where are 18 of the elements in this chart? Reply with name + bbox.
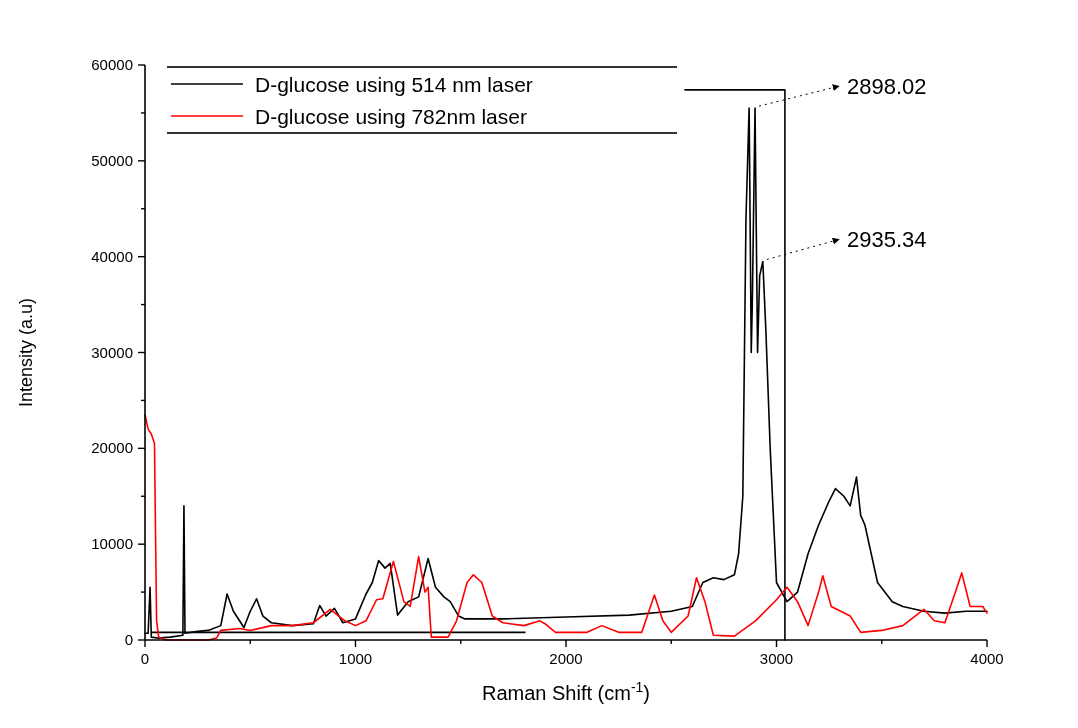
legend-label: D-glucose using 514 nm laser <box>255 73 533 96</box>
x-tick-label: 3000 <box>759 650 794 667</box>
y-tick-label: 0 <box>124 631 133 648</box>
x-axis-title: Raman Shift (cm$^{-1}$) <box>481 679 651 704</box>
annotation: 2898.02 <box>847 74 927 100</box>
y-tick-label: 30000 <box>91 343 133 361</box>
y-tick-label: 40000 <box>91 247 133 265</box>
annotation: 2935.34 <box>847 227 927 253</box>
x-tick-label: 4000 <box>970 650 1004 667</box>
legend-label: D-glucose using 782nm laser <box>255 105 527 128</box>
y-tick-label: 50000 <box>91 151 133 169</box>
y-tick-label: 20000 <box>91 439 133 457</box>
x-tick-label: 2000 <box>549 650 583 667</box>
y-tick-label: 60000 <box>91 56 133 73</box>
x-tick-label: 1000 <box>338 650 373 667</box>
x-tick-label: 0 <box>140 650 150 667</box>
y-tick-label: 10000 <box>91 535 133 553</box>
y-axis-title: Intensity (a.u) <box>16 297 36 408</box>
